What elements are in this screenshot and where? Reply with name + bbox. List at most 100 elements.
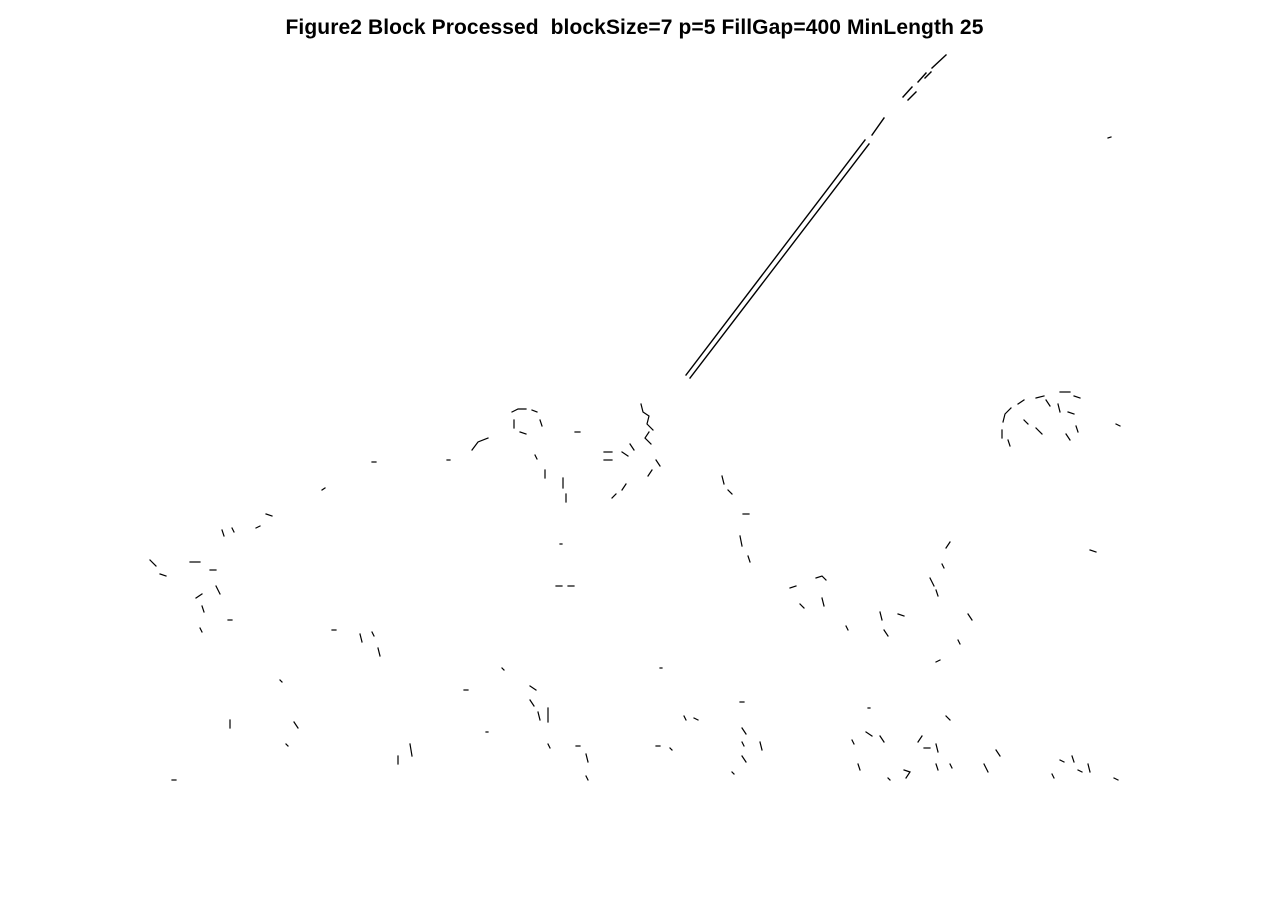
edge-fragment [917, 735, 923, 743]
edge-fragment [721, 475, 725, 485]
edge-fragment [879, 611, 883, 621]
edge-fragment [1113, 777, 1119, 781]
diagonal-dash-2 [917, 72, 927, 83]
edge-fragment [741, 741, 745, 747]
edge-fragment [644, 431, 652, 445]
edge-fragment [149, 559, 157, 567]
edge-fragment [741, 755, 747, 763]
edge-fragment [547, 743, 551, 749]
edge-fragment [1077, 769, 1083, 773]
edge-fragment [1023, 419, 1029, 425]
edge-fragment [377, 647, 381, 657]
edge-fragments [149, 136, 1121, 781]
edge-fragment [789, 585, 797, 589]
edge-fragment [941, 563, 945, 569]
edge-fragment [1075, 425, 1079, 433]
edge-fragment [611, 493, 617, 499]
edge-fragment [967, 613, 973, 621]
edge-fragment [255, 525, 261, 529]
edge-fragment [585, 775, 589, 781]
edge-fragment [1067, 411, 1075, 415]
edge-fragment [371, 631, 375, 637]
diagonal-dash-4 [907, 91, 917, 101]
edge-fragment [815, 575, 827, 581]
edge-fragment [821, 597, 825, 607]
edge-fragment [511, 408, 527, 413]
edge-fragment [1089, 549, 1097, 553]
edge-fragment [759, 741, 763, 751]
edge-fragment [629, 443, 635, 451]
edge-fragment [1017, 399, 1025, 405]
edge-fragment [1059, 759, 1065, 763]
edge-fragment [799, 603, 805, 609]
edge-fragment [537, 711, 541, 721]
edge-fragment [1057, 403, 1061, 413]
edge-fragment [159, 573, 167, 577]
edge-fragment [293, 721, 299, 729]
edge-fragment [519, 431, 527, 435]
edge-fragment [1107, 136, 1112, 139]
edge-fragment [359, 633, 363, 643]
diagonal-dash-3 [931, 54, 947, 69]
edge-fragment [529, 685, 537, 691]
edge-fragment [215, 585, 221, 595]
edge-fragment [739, 535, 743, 547]
edge-fragment [409, 743, 413, 757]
diagonal-line-c [871, 117, 885, 136]
edge-fragment [897, 613, 905, 617]
edge-fragment [1087, 763, 1091, 773]
edge-fragment [945, 715, 951, 721]
edge-fragment [683, 715, 687, 721]
edge-fragment [529, 699, 535, 707]
edge-fragment [935, 763, 939, 771]
edge-fragment [221, 529, 225, 537]
edge-fragment [1051, 773, 1055, 779]
edge-fragment [1071, 755, 1075, 763]
edge-fragment [747, 555, 751, 563]
edge-fragment [1045, 399, 1051, 407]
edge-fragment [949, 763, 953, 769]
diagonal-edge-lines [685, 54, 947, 379]
edge-fragment [201, 605, 205, 613]
edge-fragment [285, 743, 289, 747]
edge-fragment [1035, 427, 1043, 435]
edge-fragment [857, 763, 861, 771]
diagonal-line-b [689, 143, 870, 379]
edge-fragment [321, 487, 326, 491]
edge-fragment [621, 483, 627, 491]
edge-fragment [883, 629, 889, 637]
edge-fragment [957, 639, 961, 645]
edge-fragment [621, 451, 629, 457]
edge-fragment [935, 589, 939, 597]
edge-fragment [199, 627, 203, 633]
edge-fragment [534, 454, 538, 460]
edge-fragment [585, 753, 589, 763]
edge-fragment [879, 735, 885, 743]
edge-fragment [903, 769, 911, 779]
edge-fragment [531, 409, 538, 413]
edge-fragment [693, 717, 699, 721]
edge-fragment [1073, 395, 1081, 399]
edge-fragment [945, 541, 951, 549]
edge-fragment [845, 625, 849, 631]
edge-fragment [647, 469, 653, 477]
edge-fragment [1115, 423, 1121, 427]
edge-fragment [1002, 407, 1012, 423]
figure-title: Figure2 Block Processed blockSize=7 p=5 … [285, 16, 984, 39]
edge-fragment [655, 459, 661, 467]
edge-fragment [471, 437, 489, 451]
edge-fragment [741, 727, 747, 735]
edge-fragment [640, 403, 654, 431]
edge-fragment [231, 527, 235, 533]
edge-fragment [195, 593, 203, 599]
diagonal-line-a [685, 139, 866, 376]
diagonal-dash-1 [902, 86, 913, 98]
edge-fragment [983, 763, 989, 773]
edge-fragment [1065, 433, 1071, 441]
edge-fragment [887, 777, 891, 781]
edge-fragment [1007, 439, 1011, 447]
edge-fragment [851, 739, 855, 745]
edge-fragment [279, 679, 283, 683]
edge-fragment [731, 771, 735, 775]
